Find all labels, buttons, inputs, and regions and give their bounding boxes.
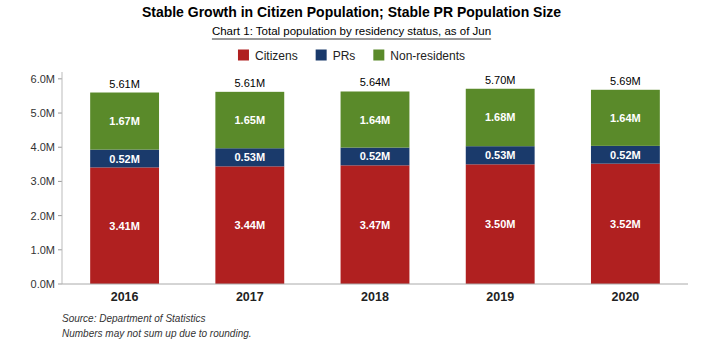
chart: Stable Growth in Citizen Population; Sta… (0, 0, 703, 355)
bar-segment (215, 166, 284, 284)
legend-label: Non-residents (390, 49, 465, 63)
source-note: Numbers may not sum up due to rounding. (62, 328, 252, 339)
background (0, 0, 703, 355)
x-tick-label: 2019 (486, 290, 514, 304)
data-label: 1.67M (109, 115, 140, 127)
y-axis-line (62, 72, 63, 284)
y-tick (58, 78, 62, 79)
y-tick (58, 113, 62, 114)
bar-segment (341, 91, 410, 147)
y-tick (58, 147, 62, 148)
bar-segment (466, 89, 535, 146)
y-tick-label: 4.0M (31, 141, 55, 153)
legend-swatch (238, 50, 249, 61)
data-label: 3.47M (360, 219, 391, 231)
bar-segment (466, 164, 535, 284)
y-tick-label: 2.0M (31, 210, 55, 222)
subtitle-underline (212, 39, 491, 40)
data-label: 3.52M (610, 218, 641, 230)
total-label: 5.70M (485, 74, 516, 86)
subtitle: Chart 1: Total population by residency s… (212, 25, 491, 37)
bar-segment (466, 146, 535, 164)
y-tick (58, 215, 62, 216)
y-tick-label: 6.0M (31, 73, 55, 85)
data-label: 1.65M (235, 114, 266, 126)
data-label: 1.64M (360, 114, 391, 126)
bar-segment (215, 148, 284, 166)
legend-item: Non-residents (373, 49, 465, 63)
data-label: 0.52M (360, 150, 391, 162)
x-axis: 2016 2017 2018 2019 2020 (62, 284, 688, 304)
x-tick-label: 2020 (611, 290, 639, 304)
data-label: 0.52M (610, 149, 641, 161)
data-label: 0.53M (485, 149, 516, 161)
x-tick-label: 2017 (236, 290, 264, 304)
legend-item: PRs (316, 49, 356, 63)
bar-segment (591, 164, 660, 284)
y-tick (58, 249, 62, 250)
data-label: 3.50M (485, 218, 516, 230)
total-label: 5.61M (109, 78, 140, 90)
legend-swatch (373, 50, 384, 61)
data-label: 1.64M (610, 112, 641, 124)
bar-segment (591, 90, 660, 146)
data-label: 0.52M (109, 153, 140, 165)
legend: Citizens PRs Non-residents (238, 49, 465, 63)
data-label: 3.41M (109, 220, 140, 232)
total-label: 5.69M (610, 75, 641, 87)
total-label: 5.61M (235, 77, 266, 89)
bar-segment (90, 150, 159, 168)
y-tick-label: 0.0M (31, 278, 55, 290)
bar-segment (341, 165, 410, 284)
y-axis: 0.0M 1.0M 2.0M 3.0M 4.0M 5.0M 6.0M (31, 72, 62, 290)
y-tick (58, 284, 62, 285)
legend-swatch (316, 50, 327, 61)
data-label: 1.68M (485, 111, 516, 123)
data-label: 3.44M (235, 219, 266, 231)
total-label: 5.64M (360, 76, 391, 88)
bar-segment (591, 146, 660, 164)
data-labels: 3.41M 0.52M 1.67M 3.44M 0.53M 1.65M 3.47M 0.52M… (109, 74, 640, 232)
y-tick-label: 3.0M (31, 175, 55, 187)
title: Stable Growth in Citizen Population; Sta… (142, 4, 561, 20)
source-note: Source: Department of Statistics (62, 313, 205, 324)
y-tick-label: 1.0M (31, 244, 55, 256)
legend-label: Citizens (255, 49, 298, 63)
y-tick-label: 5.0M (31, 107, 55, 119)
bar-segment (90, 93, 159, 150)
legend-item: Citizens (238, 49, 298, 63)
bar-segment (90, 167, 159, 284)
bar-segment (341, 148, 410, 166)
x-axis-line (62, 284, 688, 285)
y-tick (58, 181, 62, 182)
x-tick-label: 2018 (361, 290, 389, 304)
bars (90, 89, 660, 284)
data-label: 0.53M (235, 151, 266, 163)
legend-label: PRs (333, 49, 356, 63)
bar-segment (215, 92, 284, 148)
x-tick-label: 2016 (111, 290, 139, 304)
